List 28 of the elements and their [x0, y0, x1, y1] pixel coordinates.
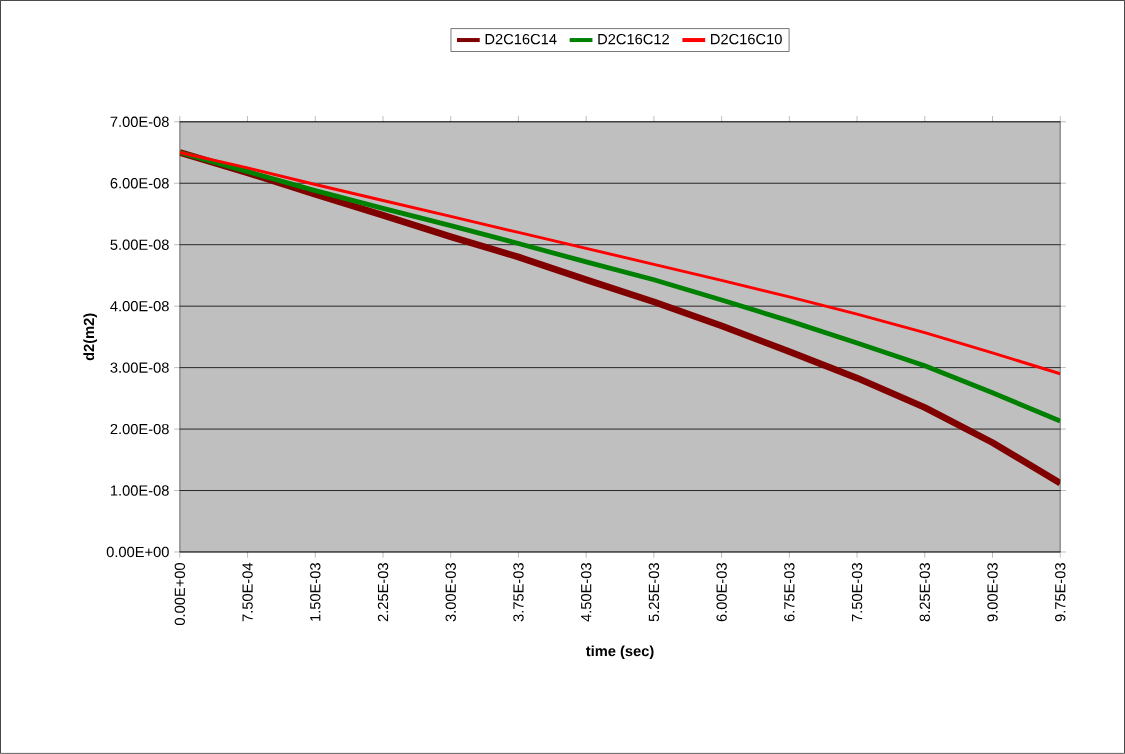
x-tick-label: 3.00E-03 — [445, 563, 456, 622]
y-tick-label: 6.00E-08 — [110, 178, 169, 189]
y-tick-label: 4.00E-08 — [110, 301, 169, 312]
x-tick-label: 7.50E-04 — [242, 562, 253, 622]
x-tick-label: 8.25E-03 — [919, 563, 930, 622]
legend-label: D2C16C14 — [485, 34, 557, 45]
y-tick-label: 2.00E-08 — [110, 423, 169, 435]
y-tick-label: 7.00E-08 — [110, 116, 169, 128]
x-tick-label: 1.50E-03 — [310, 563, 321, 621]
y-tick-label: 1.00E-08 — [110, 485, 169, 496]
legend-label: D2C16C12 — [598, 34, 669, 45]
x-tick-label: 3.75E-03 — [513, 563, 524, 622]
legend-label: D2C16C10 — [711, 34, 782, 45]
x-tick-label: 9.75E-03 — [1055, 563, 1066, 622]
y-tick-label: 5.00E-08 — [110, 239, 169, 250]
x-axis-title: time (sec) — [585, 645, 654, 660]
line-series — [179, 151, 1061, 376]
x-tick-label: 7.50E-03 — [851, 563, 863, 622]
x-tick-label: 5.25E-03 — [648, 563, 660, 622]
x-tick-label: 6.75E-03 — [784, 563, 795, 622]
y-tick-label: 0.00E+00 — [106, 546, 169, 558]
x-tick-label: 9.00E-03 — [987, 563, 998, 622]
x-tick-label: 4.50E-03 — [580, 563, 592, 622]
x-tick-label: 6.00E-03 — [716, 563, 727, 622]
y-axis-title: d2(m2) — [83, 313, 98, 361]
x-tick-label: 2.25E-03 — [377, 563, 389, 622]
line-series — [179, 150, 1061, 424]
y-tick-label: 3.00E-08 — [110, 362, 169, 373]
